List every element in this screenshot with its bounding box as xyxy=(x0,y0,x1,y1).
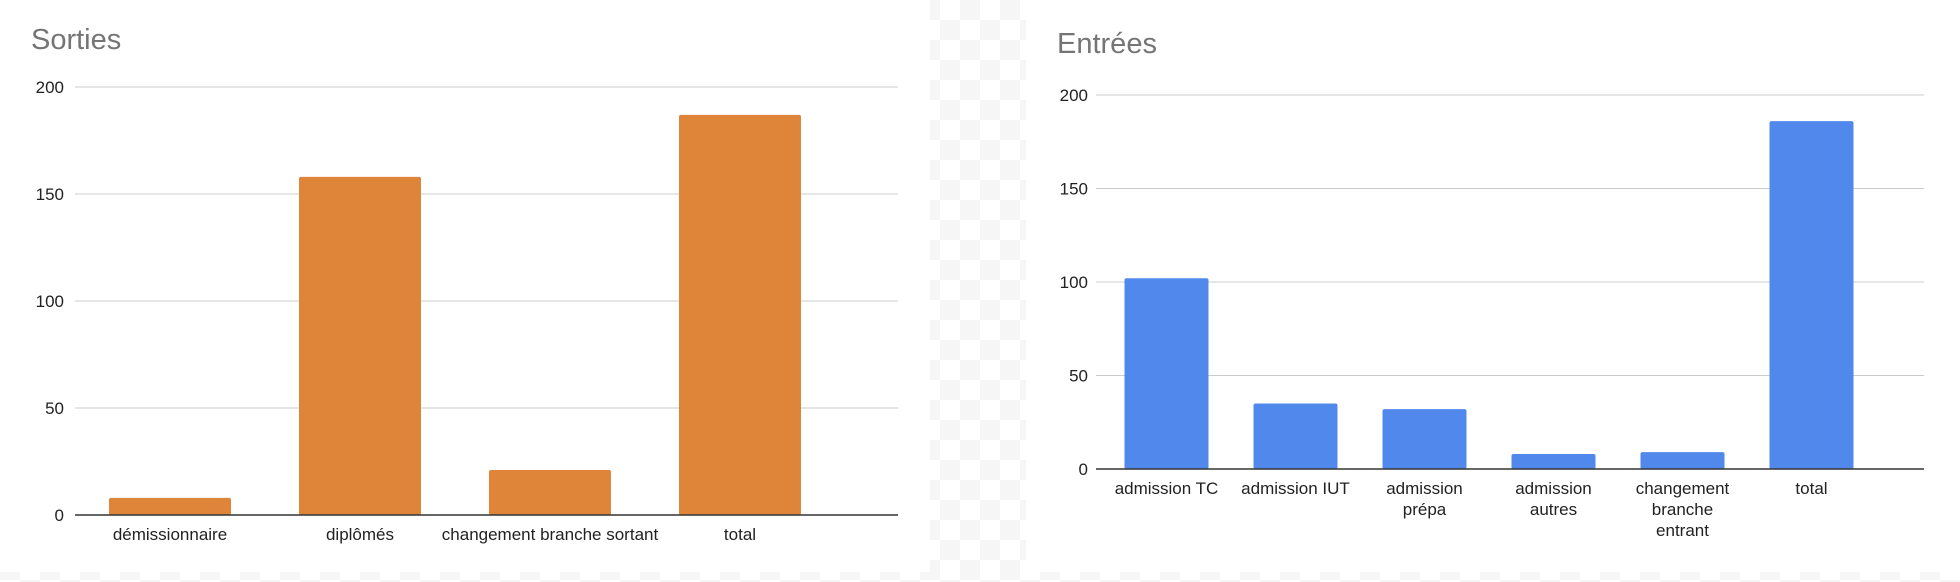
x-category-label: diplômés xyxy=(326,525,394,544)
chart-title: Sorties xyxy=(31,24,122,56)
sorties-bar-chart: 0 50 100 150 200 démissionnaire diplômés change… xyxy=(36,78,898,544)
x-category-label: admission autres xyxy=(1515,479,1592,519)
y-tick-label: 150 xyxy=(36,185,64,204)
bar xyxy=(1511,454,1596,469)
bar xyxy=(489,470,611,515)
x-category-label: admission prépa xyxy=(1386,479,1463,519)
bar xyxy=(679,114,801,515)
x-category-label: total xyxy=(1795,479,1827,498)
bar xyxy=(299,176,421,515)
x-category-label: changement branche sortant xyxy=(442,525,659,544)
y-tick-label: 100 xyxy=(1060,273,1088,292)
entrees-bar-chart: 0 50 100 150 200 admission TC admission IUT adm… xyxy=(1060,86,1924,540)
bar xyxy=(1124,278,1209,469)
bar xyxy=(1382,409,1467,469)
y-tick-label: 0 xyxy=(1079,460,1088,479)
bar xyxy=(1769,121,1854,470)
x-category-label: total xyxy=(724,525,756,544)
y-tick-label: 150 xyxy=(1060,180,1088,199)
y-tick-label: 50 xyxy=(1069,367,1088,386)
bar xyxy=(1640,452,1725,469)
sorties-chart-panel: Sorties 0 50 100 150 200 démissionnaire diplôm… xyxy=(0,0,930,572)
bar xyxy=(109,497,231,515)
y-tick-label: 200 xyxy=(36,78,64,97)
x-category-label: changement branche entrant xyxy=(1636,479,1730,540)
x-category-label: admission TC xyxy=(1115,479,1219,498)
y-tick-label: 200 xyxy=(1060,86,1088,105)
bar xyxy=(1253,403,1338,469)
entrees-chart-panel: Entrées 0 50 100 150 200 admission TC admissio… xyxy=(1026,0,1960,572)
chart-title: Entrées xyxy=(1057,28,1157,60)
y-tick-label: 100 xyxy=(36,292,64,311)
y-tick-label: 50 xyxy=(45,399,64,418)
x-category-label: admission IUT xyxy=(1241,479,1350,498)
y-tick-label: 0 xyxy=(55,506,64,525)
x-category-label: démissionnaire xyxy=(113,525,227,544)
